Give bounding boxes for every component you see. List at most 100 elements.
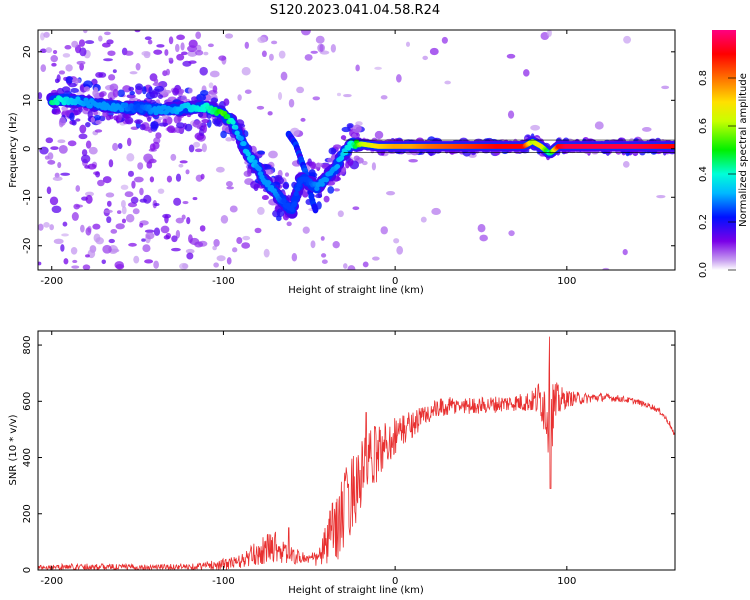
noise-point (168, 57, 174, 61)
noise-point (320, 253, 327, 258)
ridge-point (319, 181, 325, 187)
x-tick-label: 0 (392, 276, 398, 287)
noise-point (115, 223, 125, 230)
noise-point (106, 200, 112, 207)
noise-point (40, 64, 47, 72)
noise-point (256, 105, 265, 110)
noise-point (87, 163, 97, 170)
spectral-lobe (61, 86, 71, 93)
ridge-point (119, 107, 125, 113)
noise-point (112, 142, 119, 151)
y-tick-label: 0 (22, 567, 33, 573)
noise-point (540, 31, 550, 41)
noise-point (170, 153, 177, 161)
noise-point (405, 41, 411, 47)
noise-point (319, 44, 324, 52)
noise-point (431, 207, 441, 216)
noise-point (213, 239, 220, 247)
noise-point (374, 130, 384, 140)
spectral-lobe (276, 208, 285, 218)
ridge-point (323, 177, 330, 183)
ridge-point (671, 143, 675, 149)
x-tick-label: -200 (40, 576, 63, 587)
spectral-lobe (223, 98, 230, 106)
noise-point (115, 263, 125, 270)
noise-point (166, 175, 173, 183)
noise-point (386, 190, 396, 196)
spectral-lobe (83, 86, 91, 92)
noise-point (134, 30, 141, 33)
ridge-point (146, 104, 152, 110)
spectral-lobe (51, 108, 61, 115)
spectral-lobe (142, 86, 147, 95)
noise-point (477, 224, 486, 233)
noise-point (420, 216, 427, 223)
colorbar-tick-label: 0.8 (698, 70, 709, 86)
noise-point (108, 74, 116, 81)
x-tick-label: -200 (40, 276, 63, 287)
noise-point (229, 205, 238, 213)
noise-point (120, 184, 129, 190)
noise-point (284, 172, 290, 177)
noise-point (72, 259, 78, 264)
noise-point (125, 214, 135, 223)
snr-panel: -200 -100 0 100 0 200 400 600 800 Height of stra… (8, 330, 676, 596)
y-tick-label: 800 (22, 336, 33, 355)
noise-point (244, 89, 252, 94)
spectral-lobe (71, 78, 81, 84)
noise-point (181, 214, 186, 220)
noise-point (429, 47, 439, 56)
noise-point (71, 40, 79, 48)
noise-point (546, 30, 552, 37)
noise-point (78, 39, 86, 47)
noise-point (92, 223, 101, 230)
noise-point (179, 160, 188, 164)
spectral-lobe (173, 115, 181, 124)
ridge-point (289, 207, 295, 213)
noise-point (602, 267, 610, 270)
noise-point (75, 185, 81, 192)
noise-point (380, 226, 388, 235)
noise-point (67, 140, 77, 147)
y-tick-label: 0 (22, 146, 33, 152)
noise-point (47, 152, 54, 160)
noise-point (85, 254, 90, 258)
noise-point (147, 39, 153, 45)
colorbar-tick-label: 0.0 (698, 262, 709, 278)
noise-point (88, 146, 98, 155)
noise-point (641, 127, 652, 132)
noise-point (64, 45, 72, 50)
noise-point (38, 223, 44, 231)
snr-ylabel: SNR (10 * v/v) (8, 414, 19, 485)
ridge-point (234, 130, 240, 136)
spectral-lobe (246, 168, 252, 177)
spectral-lobe (332, 144, 342, 150)
noise-point (120, 200, 126, 208)
spectral-lobe (59, 116, 67, 126)
noise-point (186, 252, 194, 260)
ridge-point (345, 145, 352, 151)
spectral-lobe (128, 86, 135, 92)
noise-point (594, 121, 604, 130)
noise-point (185, 169, 190, 175)
noise-point (268, 150, 278, 159)
noise-point (103, 209, 113, 214)
spectral-lobe (70, 87, 79, 93)
spectral-lobe (315, 162, 324, 168)
noise-point (181, 51, 188, 56)
noise-point (352, 206, 360, 211)
ridge-point (87, 103, 93, 109)
ridge-point (245, 151, 251, 157)
spectral-lobe (150, 121, 159, 130)
noise-point (103, 31, 111, 36)
spectral-lobe (158, 122, 169, 127)
noise-point (141, 50, 151, 56)
noise-point (121, 206, 127, 215)
noise-point (105, 192, 115, 198)
noise-point (171, 235, 178, 243)
noise-point (71, 265, 80, 269)
noise-point (103, 58, 113, 62)
noise-point (187, 50, 198, 57)
noise-point (225, 137, 233, 142)
noise-point (79, 124, 87, 134)
